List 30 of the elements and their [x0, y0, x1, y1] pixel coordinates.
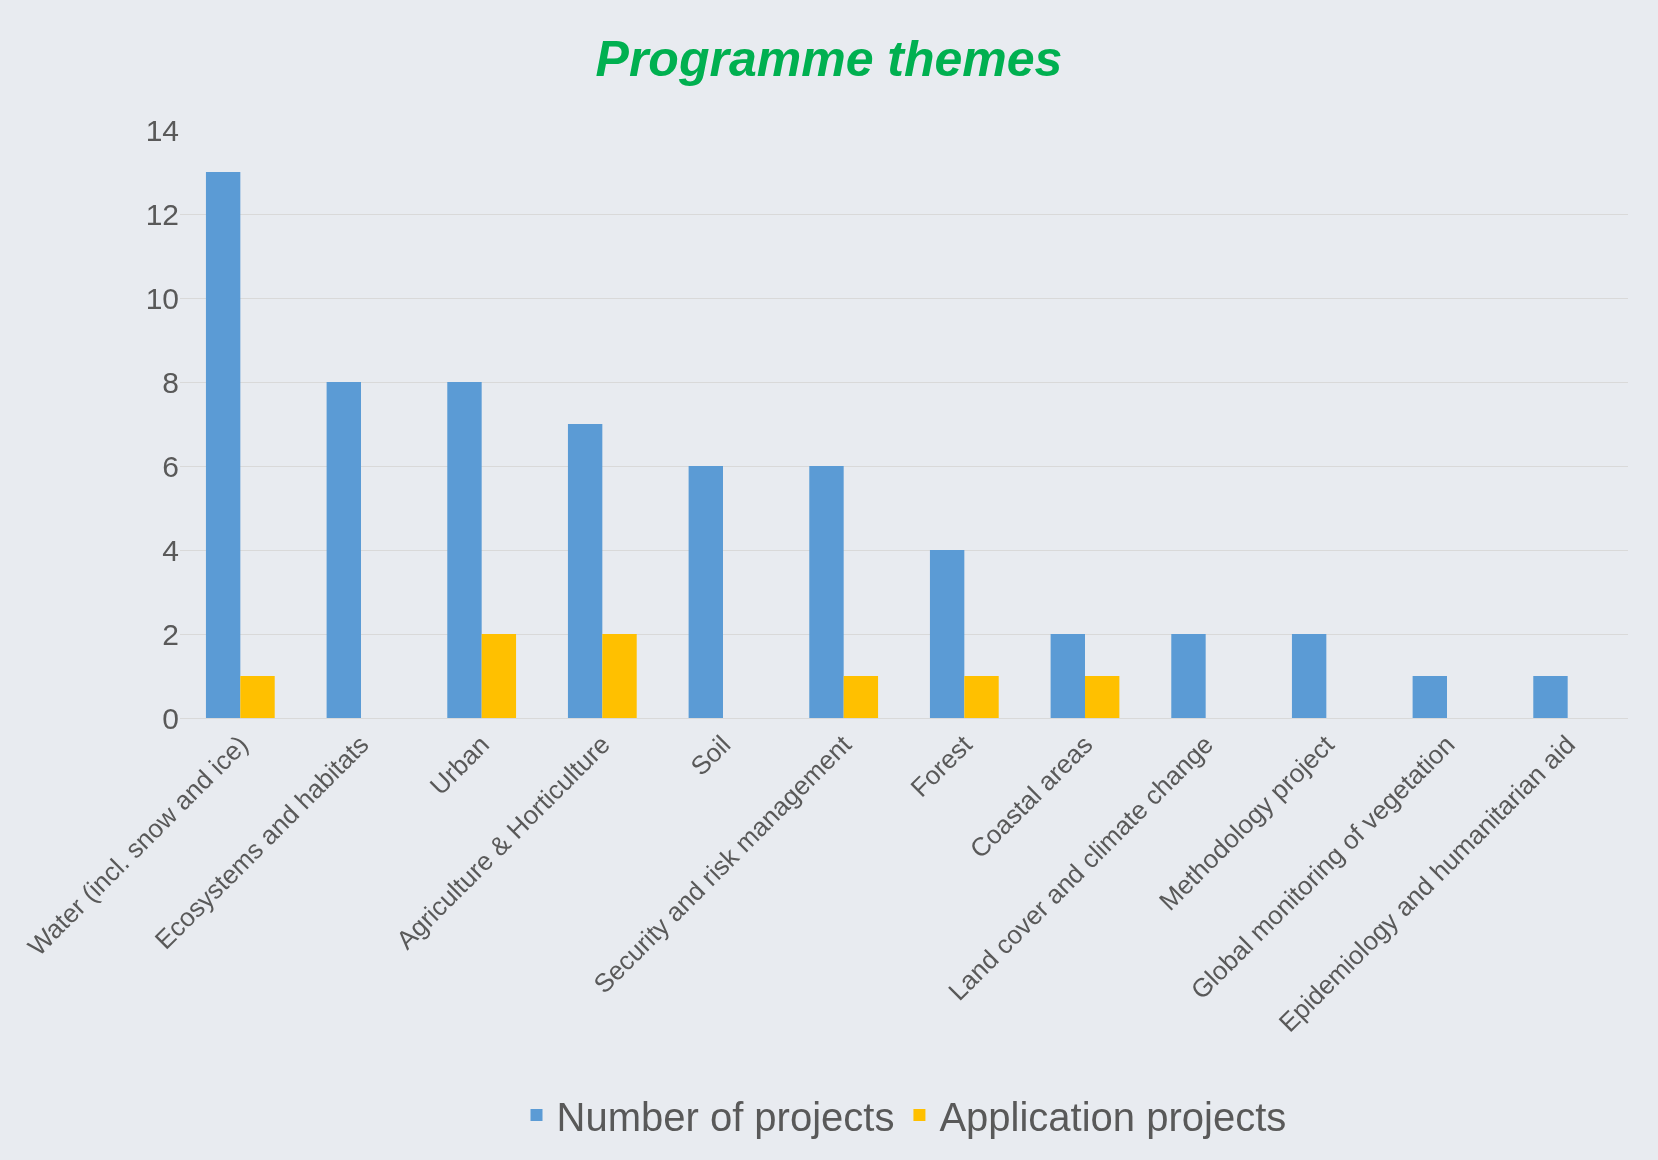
bar: [964, 676, 999, 718]
legend-label: Number of projects: [556, 1094, 895, 1139]
y-tick-label: 12: [145, 197, 179, 231]
y-tick-label: 10: [145, 281, 179, 315]
chart-title: Programme themes: [595, 30, 1063, 87]
bar: [205, 172, 241, 718]
bar: [1291, 634, 1327, 718]
y-tick-label: 14: [145, 113, 179, 147]
bar: [688, 466, 723, 718]
bar: [1533, 676, 1568, 718]
bar: [326, 382, 361, 718]
y-tick-label: 6: [162, 449, 179, 483]
legend-label: Application projects: [939, 1094, 1287, 1139]
y-tick-label: 8: [162, 365, 179, 399]
bar: [447, 382, 482, 718]
y-tick-label: 4: [162, 533, 179, 567]
bar: [240, 676, 275, 718]
bar: [567, 424, 603, 718]
bar: [1171, 634, 1206, 718]
bar: [929, 550, 965, 718]
y-tick-label: 0: [162, 701, 179, 735]
bar: [481, 634, 517, 718]
y-tick-label: 2: [162, 617, 179, 651]
bar: [1412, 676, 1447, 718]
x-tick-label: Soil: [684, 729, 737, 782]
bar: [602, 634, 637, 718]
bar: [843, 676, 879, 718]
bar: [1050, 634, 1085, 718]
bar: [1085, 676, 1120, 718]
bar: [809, 466, 844, 718]
